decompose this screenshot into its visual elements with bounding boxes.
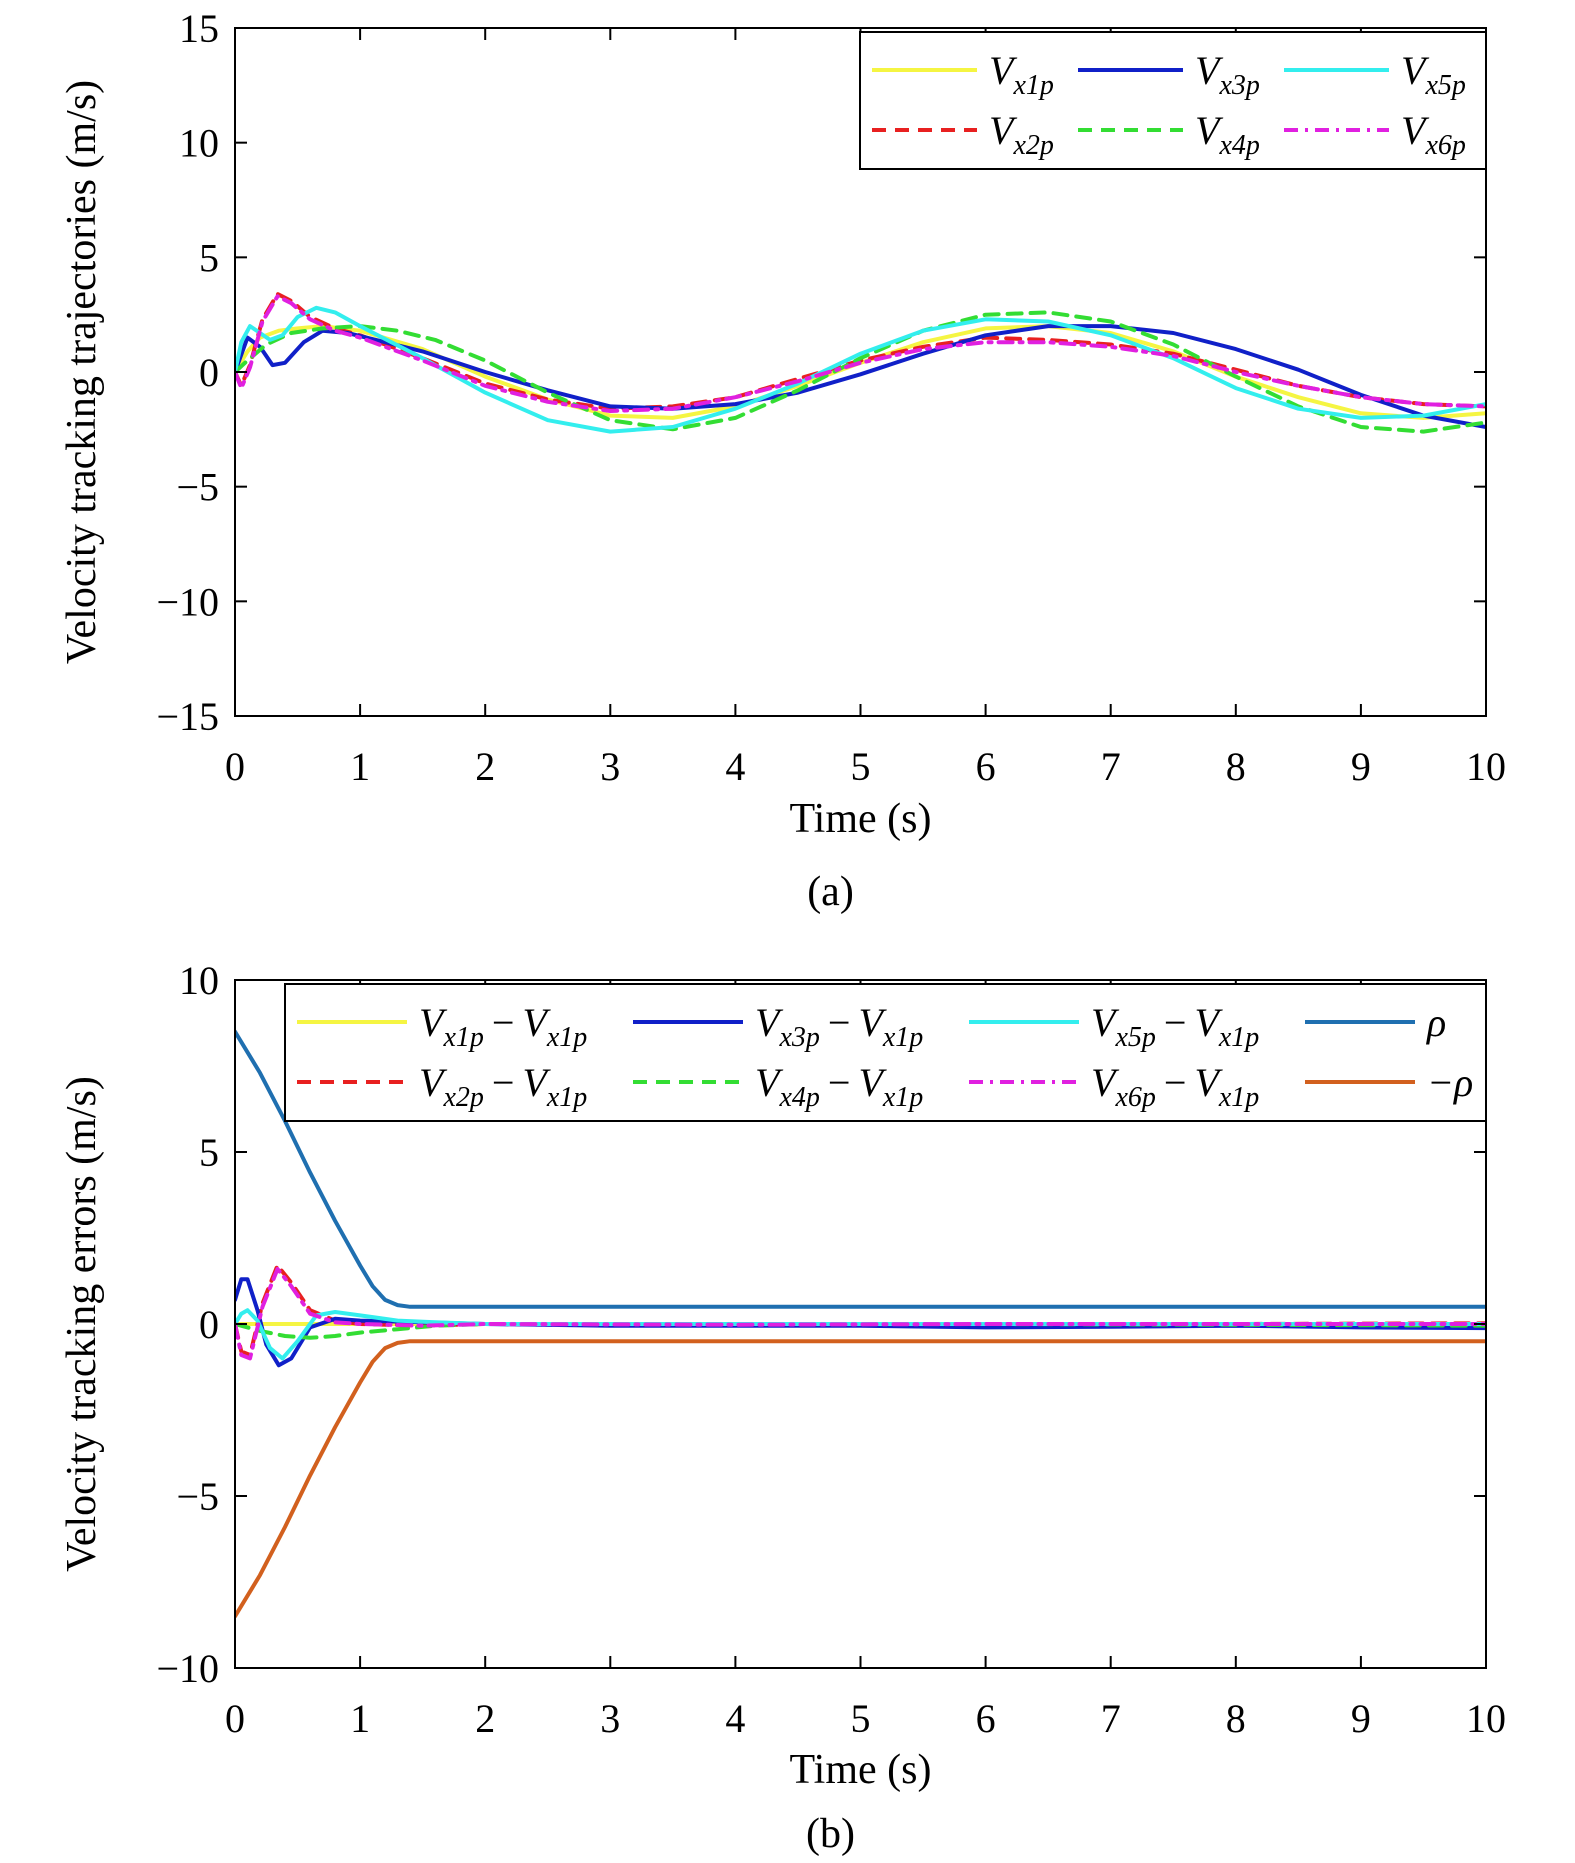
y-tick-label: 10: [179, 121, 219, 166]
panel-b: 0 1 2 3 4 5 6 7 8 9 10 10 5 0 −5 −10 Time (s) Velocity tr…: [59, 958, 1506, 1857]
legend-entry-label: Vx3p − Vx1p: [755, 1000, 923, 1053]
legend-entry-label: Vx1p: [989, 48, 1054, 101]
x-tick-label: 0: [225, 1696, 245, 1741]
series-line-neg-rho: [235, 1339, 1486, 1619]
x-tick-label: 6: [976, 1696, 996, 1741]
y-tick-label: −15: [156, 694, 219, 739]
series-line-x1p: [235, 324, 1486, 420]
series-line-x4p: [235, 310, 1486, 434]
series-line-x6p: [235, 294, 1486, 413]
x-tick-label: 1: [350, 744, 370, 789]
x-tick-label: 3: [600, 1696, 620, 1741]
series-line-x5p: [235, 305, 1486, 434]
x-tick-label: 5: [851, 744, 871, 789]
x-tick-label: 8: [1226, 744, 1246, 789]
y-tick-label: 0: [199, 1302, 219, 1347]
series-group: [235, 1029, 1486, 1619]
x-tick-label: 8: [1226, 1696, 1246, 1741]
y-axis-title: Velocity tracking errors (m/s): [59, 1076, 105, 1572]
legend-entry-label: Vx6p − Vx1p: [1091, 1060, 1259, 1113]
x-tick-label: 4: [725, 1696, 745, 1741]
y-tick-label: −10: [156, 579, 219, 624]
y-tick-label: 5: [199, 235, 219, 280]
legend-entry-label: Vx5p − Vx1p: [1091, 1000, 1259, 1053]
x-tick-label: 7: [1101, 1696, 1121, 1741]
legend-entry-label: Vx6p: [1401, 108, 1466, 161]
legend-entry-label: Vx5p: [1401, 48, 1466, 101]
series-line-x5p: [235, 1308, 1486, 1361]
y-tick-label: 10: [179, 958, 219, 1003]
y-tick-label: 15: [179, 6, 219, 51]
legend-entry-label: Vx2p − Vx1p: [419, 1060, 587, 1113]
panel-a: 0 1 2 3 4 5 6 7 8 9 10 15 10 5 0 −5 −10 −15 Time (s) Veloci…: [59, 6, 1506, 915]
legend-entry-label: Vx2p: [989, 108, 1054, 161]
x-tick-label: 6: [976, 744, 996, 789]
series-group: [235, 292, 1486, 434]
x-tick-label: 10: [1466, 744, 1506, 789]
x-tick-label: 9: [1351, 744, 1371, 789]
x-tick-label: 2: [475, 1696, 495, 1741]
series-line-x6p: [235, 1267, 1486, 1361]
x-tick-label: 1: [350, 1696, 370, 1741]
legend: Vx1p − Vx1p Vx2p − Vx1p Vx3p − Vx1p Vx4p − Vx1p Vx5p…: [284, 983, 1487, 1122]
legend-entry-label: −ρ: [1427, 1060, 1473, 1105]
x-tick-label: 2: [475, 744, 495, 789]
y-tick-label: −5: [176, 1474, 219, 1519]
panel-caption: (a): [807, 869, 854, 915]
series-line-rho: [235, 1029, 1486, 1309]
legend-entry-label: Vx3p: [1195, 48, 1260, 101]
x-tick-label: 5: [851, 1696, 871, 1741]
legend-entry-label: Vx4p − Vx1p: [755, 1060, 923, 1113]
legend-entry-label: Vx1p − Vx1p: [419, 1000, 587, 1053]
x-axis-title: Time (s): [790, 1747, 932, 1793]
x-tick-label: 4: [725, 744, 745, 789]
y-tick-label: −10: [156, 1646, 219, 1691]
x-tick-label: 3: [600, 744, 620, 789]
y-axis-title: Velocity tracking trajectories (m/s): [59, 80, 105, 664]
legend-entry-label: Vx4p: [1195, 108, 1260, 161]
y-tick-label: −5: [176, 465, 219, 510]
y-tick-label: 5: [199, 1130, 219, 1175]
panel-caption: (b): [806, 1811, 855, 1857]
x-tick-label: 0: [225, 744, 245, 789]
legend: Vx1p Vx2p Vx3p Vx4p Vx5p Vx6p: [859, 31, 1487, 170]
x-tick-label: 10: [1466, 1696, 1506, 1741]
y-tick-label: 0: [199, 350, 219, 395]
x-tick-label: 9: [1351, 1696, 1371, 1741]
series-line-x3p: [235, 324, 1486, 429]
legend-entry-label: ρ: [1425, 1000, 1446, 1045]
x-tick-label: 7: [1101, 744, 1121, 789]
x-axis-title: Time (s): [790, 796, 932, 842]
